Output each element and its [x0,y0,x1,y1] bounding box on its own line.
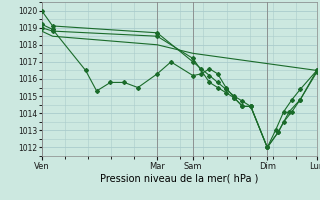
X-axis label: Pression niveau de la mer( hPa ): Pression niveau de la mer( hPa ) [100,173,258,183]
